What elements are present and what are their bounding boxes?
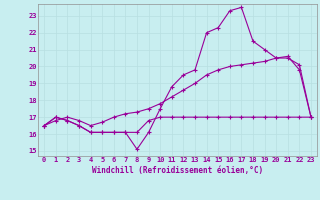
X-axis label: Windchill (Refroidissement éolien,°C): Windchill (Refroidissement éolien,°C) bbox=[92, 166, 263, 175]
